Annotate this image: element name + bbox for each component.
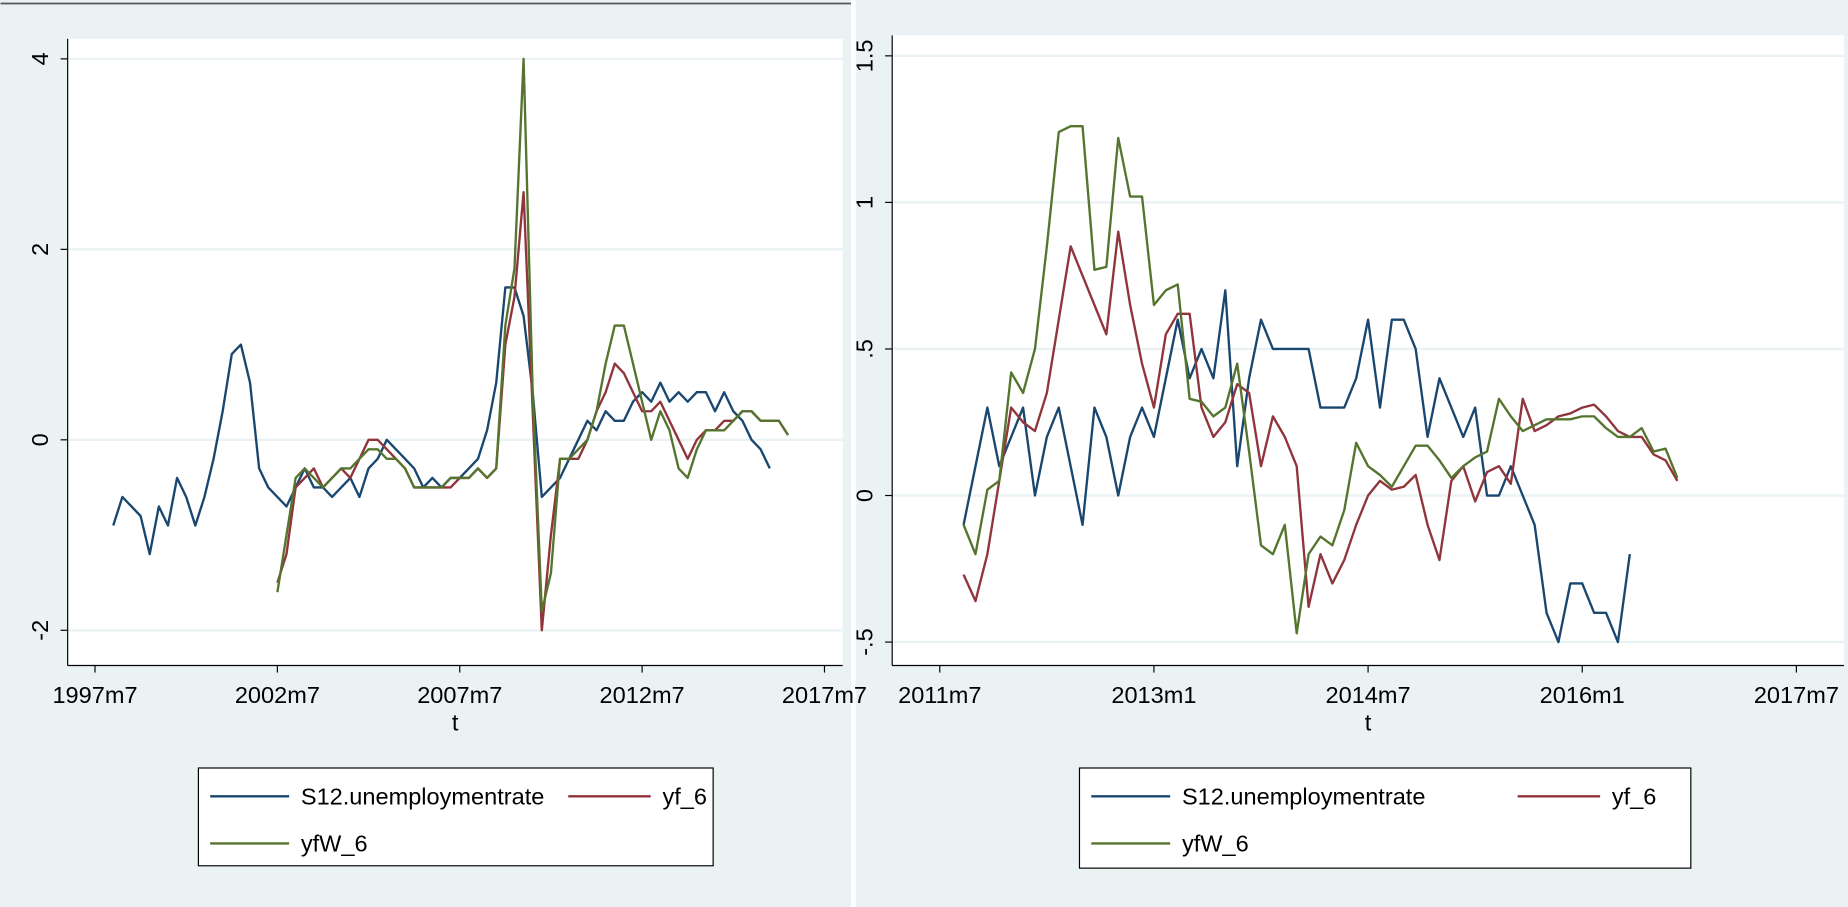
legend-label: yf_6 — [1612, 784, 1657, 810]
x-tick-label: 2011m7 — [898, 682, 981, 708]
legend-label: S12.unemploymentrate — [301, 784, 544, 810]
y-tick-label: -.5 — [852, 628, 878, 655]
y-tick-label: 1 — [852, 196, 878, 209]
x-axis-title: t — [1365, 709, 1372, 735]
series-line — [962, 230, 1679, 609]
y-tick-label: 4 — [27, 52, 53, 65]
legend-label: yf_6 — [663, 784, 708, 810]
y-tick-label: -2 — [27, 620, 53, 641]
y-tick-label: 1.5 — [852, 39, 878, 72]
x-tick-label: 2002m7 — [235, 682, 320, 708]
x-tick-label: 2016m1 — [1540, 682, 1625, 708]
series-line — [962, 125, 1679, 635]
series-line — [276, 57, 790, 613]
x-tick-label: 1997m7 — [52, 682, 137, 708]
plot-area — [892, 35, 1844, 666]
legend-box — [197, 767, 714, 867]
x-axis-title: t — [452, 709, 459, 735]
y-tick-label: 2 — [27, 243, 53, 256]
x-tick-label: 2014m7 — [1326, 682, 1411, 708]
x-tick-label: 2007m7 — [417, 682, 502, 708]
series-line — [962, 289, 1631, 644]
x-tick-label: 2013m1 — [1111, 682, 1196, 708]
x-tick-label: 2017m7 — [1754, 682, 1839, 708]
legend-box — [1078, 767, 1692, 869]
y-tick-label: .5 — [852, 339, 878, 359]
panel-divider — [850, 0, 856, 907]
y-tick-label: 0 — [852, 489, 878, 502]
legend-label: yfW_6 — [1182, 831, 1249, 857]
legend-label: S12.unemploymentrate — [1182, 784, 1425, 810]
x-tick-label: 2012m7 — [600, 682, 685, 708]
legend-label: yfW_6 — [301, 831, 368, 857]
x-tick-label: 2017m7 — [782, 682, 867, 708]
plot-area — [67, 38, 843, 666]
y-tick-label: 0 — [27, 433, 53, 446]
